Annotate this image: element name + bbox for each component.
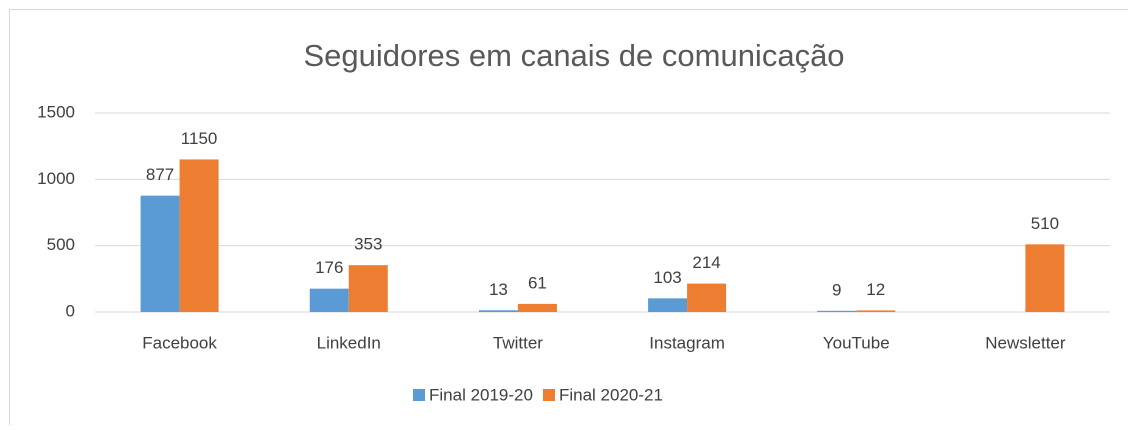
- legend-swatch: [542, 389, 555, 401]
- bar: [348, 265, 388, 312]
- bar: [517, 303, 557, 312]
- x-tick-label: LinkedIn: [317, 333, 381, 352]
- data-label: 13: [489, 280, 508, 299]
- x-tick-label: Facebook: [142, 333, 217, 352]
- data-label: 12: [866, 280, 885, 299]
- bar: [179, 159, 219, 312]
- data-label: 510: [1031, 214, 1059, 233]
- y-tick-label: 500: [47, 235, 75, 254]
- chart-border: [9, 9, 1128, 425]
- bar: [309, 288, 349, 312]
- data-label: 176: [315, 258, 343, 277]
- data-label: 103: [653, 268, 681, 287]
- bar: [140, 195, 180, 312]
- data-label: 1150: [181, 129, 218, 148]
- bar: [1025, 244, 1065, 312]
- bar: [817, 310, 857, 312]
- chart-title: Seguidores em canais de comunicação: [303, 38, 844, 73]
- bar: [478, 310, 518, 312]
- legend-label: Final 2020-21: [559, 385, 663, 404]
- x-tick-label: Twitter: [493, 333, 543, 352]
- bar: [648, 298, 688, 312]
- data-label: 9: [832, 280, 841, 299]
- x-tick-label: Instagram: [649, 333, 725, 352]
- x-tick-label: Newsletter: [985, 333, 1066, 352]
- bar: [687, 283, 727, 312]
- y-tick-label: 1000: [37, 169, 75, 188]
- x-tick-label: YouTube: [823, 333, 890, 352]
- legend-swatch: [413, 389, 425, 401]
- y-tick-label: 0: [66, 301, 75, 320]
- bar: [856, 310, 896, 312]
- y-tick-label: 1500: [37, 102, 75, 121]
- legend-label: Final 2019-20: [429, 385, 533, 404]
- data-label: 353: [354, 235, 382, 254]
- data-label: 877: [146, 165, 174, 184]
- data-label: 61: [528, 273, 547, 292]
- data-label: 214: [692, 253, 720, 272]
